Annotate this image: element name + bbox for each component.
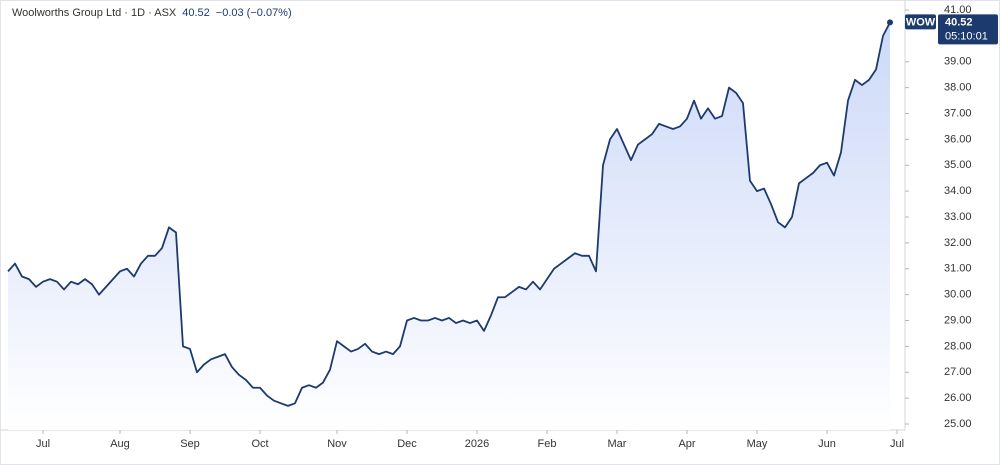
y-tick-label: 36.00	[944, 133, 972, 145]
price-line	[7, 22, 891, 407]
y-tick-label: 32.00	[944, 237, 972, 249]
x-tick-label: 2026	[465, 438, 489, 450]
x-tick-label: Feb	[538, 438, 557, 450]
x-tick-label: Aug	[110, 438, 130, 450]
y-tick-label: 30.00	[944, 289, 972, 301]
x-tick-label: Jul	[36, 438, 50, 450]
y-tick-label: 41.00	[944, 4, 972, 16]
chart-header: Woolworths Group Ltd · 1D · ASX 40.52 −0.0…	[12, 7, 292, 19]
last-point	[887, 19, 893, 26]
last-badge	[938, 14, 998, 45]
x-tick-label: Oct	[251, 438, 268, 450]
y-tick-label: 34.00	[944, 185, 972, 197]
x-tick-label: Sep	[180, 438, 200, 450]
y-tick-label: 26.00	[944, 392, 972, 404]
last-price: 40.52	[182, 7, 210, 19]
y-tick-label: 39.00	[944, 56, 972, 68]
y-tick-label: 28.00	[944, 340, 972, 352]
x-tick-label: Dec	[397, 438, 417, 450]
x-tick-label: Jun	[818, 438, 836, 450]
y-tick-label: 37.00	[944, 107, 972, 119]
x-tick-label: Jul	[890, 438, 904, 450]
symbol-title: Woolworths Group Ltd · 1D · ASX	[12, 7, 177, 19]
x-tick-label: May	[747, 438, 768, 450]
y-tick-label: 33.00	[944, 211, 972, 223]
price-change: −0.03 (−0.07%)	[215, 7, 292, 19]
y-tick-label: 27.00	[944, 366, 972, 378]
x-tick-label: Mar	[608, 438, 627, 450]
last-price-label: 40.52	[945, 16, 973, 28]
y-tick-label: 25.00	[944, 418, 972, 430]
y-tick-label: 31.00	[944, 263, 972, 275]
y-tick-label: 38.00	[944, 82, 972, 94]
price-area	[8, 22, 890, 430]
symbol-label: WOW	[906, 16, 936, 28]
x-tick-label: Nov	[327, 438, 347, 450]
symbol-badge	[905, 14, 936, 30]
y-tick-label: 35.00	[944, 159, 972, 171]
last-time-label: 05:10:01	[945, 30, 988, 42]
x-tick-label: Apr	[678, 438, 695, 450]
y-tick-label: 29.00	[944, 314, 972, 326]
